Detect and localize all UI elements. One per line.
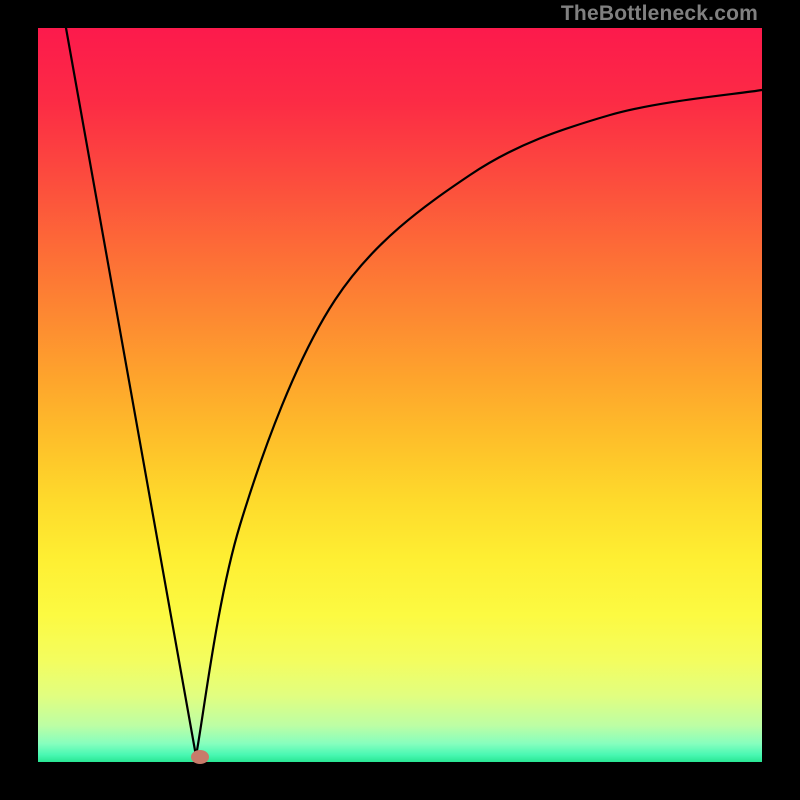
chart-curve-svg bbox=[0, 0, 800, 800]
watermark-text: TheBottleneck.com bbox=[561, 2, 758, 26]
chart-stage: TheBottleneck.com bbox=[0, 0, 800, 800]
bottleneck-curve bbox=[66, 28, 762, 756]
optimum-marker bbox=[191, 750, 209, 764]
